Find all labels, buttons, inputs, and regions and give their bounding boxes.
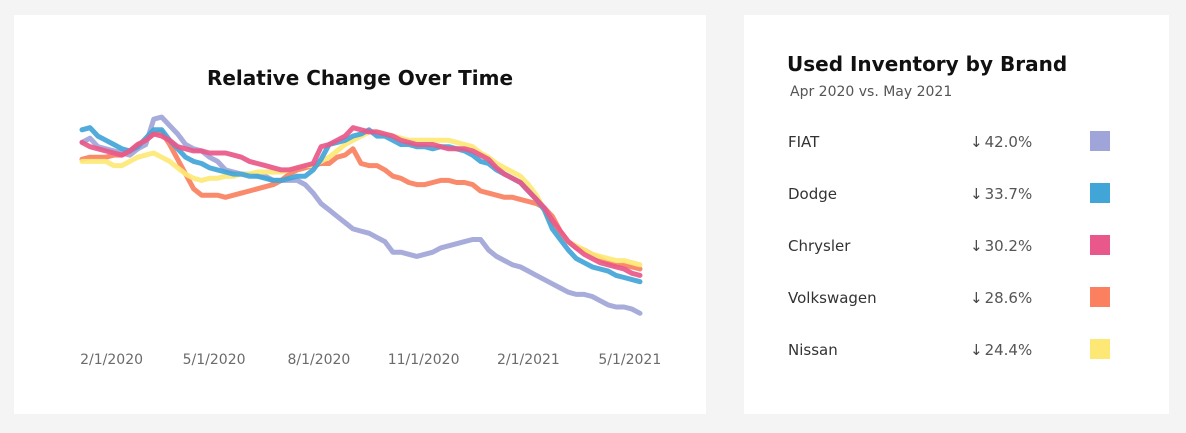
series-line-nissan — [79, 129, 643, 268]
color-swatch — [1090, 183, 1110, 203]
color-swatch — [1090, 339, 1110, 359]
legend-row-volkswagen: Volkswagen ↓ 28.6% — [744, 285, 1169, 315]
brand-name: Nissan — [788, 341, 838, 359]
chart-title: Relative Change Over Time — [207, 66, 513, 90]
legend-row-chrysler: Chrysler ↓ 30.2% — [744, 233, 1169, 263]
down-arrow-icon: ↓ — [970, 237, 983, 255]
x-tick-label: 11/1/2020 — [388, 352, 460, 368]
x-tick-label: 2/1/2020 — [80, 352, 143, 368]
x-tick-label: 8/1/2020 — [287, 352, 350, 368]
legend-subtitle: Apr 2020 vs. May 2021 — [790, 84, 953, 100]
brand-name: Volkswagen — [788, 289, 877, 307]
brand-name: Chrysler — [788, 237, 851, 255]
series-line-chrysler — [79, 125, 643, 278]
legend-row-nissan: Nissan ↓ 24.4% — [744, 337, 1169, 367]
change-value: ↓ 30.2% — [970, 237, 1033, 255]
line-chart-card: Relative Change Over Time 2/1/2020 5/1/20… — [14, 15, 706, 414]
x-tick-label: 2/1/2021 — [497, 352, 560, 368]
down-arrow-icon: ↓ — [970, 341, 983, 359]
x-tick-label: 5/1/2021 — [598, 352, 661, 368]
series-line-dodge — [79, 125, 643, 285]
change-value: ↓ 24.4% — [970, 341, 1033, 359]
legend-row-dodge: Dodge ↓ 33.7% — [744, 181, 1169, 211]
down-arrow-icon: ↓ — [970, 289, 983, 307]
down-arrow-icon: ↓ — [970, 133, 983, 151]
brand-name: Dodge — [788, 185, 837, 203]
legend-row-fiat: FIAT ↓ 42.0% — [744, 129, 1169, 159]
brand-legend-panel: Used Inventory by Brand Apr 2020 vs. May… — [744, 15, 1169, 414]
series-lines — [79, 114, 643, 316]
change-value: ↓ 28.6% — [970, 289, 1033, 307]
brand-name: FIAT — [788, 133, 820, 151]
down-arrow-icon: ↓ — [970, 185, 983, 203]
color-swatch — [1090, 235, 1110, 255]
color-swatch — [1090, 131, 1110, 151]
series-line-fiat — [79, 114, 643, 316]
change-value: ↓ 42.0% — [970, 133, 1033, 151]
color-swatch — [1090, 287, 1110, 307]
legend-title: Used Inventory by Brand — [787, 52, 1068, 76]
x-tick-label: 5/1/2020 — [183, 352, 246, 368]
line-chart: Relative Change Over Time 2/1/2020 5/1/20… — [79, 66, 661, 368]
series-line-volkswagen — [79, 129, 643, 272]
x-axis-tick-labels: 2/1/2020 5/1/2020 8/1/2020 11/1/2020 2/1/202… — [80, 352, 661, 368]
change-value: ↓ 33.7% — [970, 185, 1033, 203]
